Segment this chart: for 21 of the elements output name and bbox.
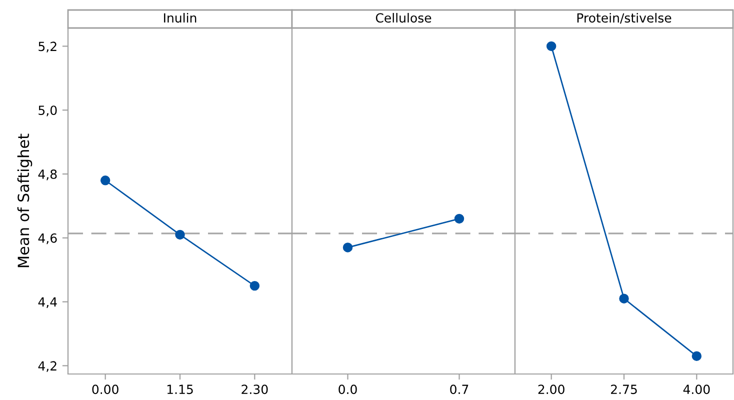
x-tick-label: 2.00 <box>538 384 564 394</box>
y-tick-label: 4,8 <box>38 169 57 180</box>
y-tick-label: 4,4 <box>38 297 57 308</box>
y-tick-label: 4,6 <box>38 233 57 244</box>
x-tick-label: 2.30 <box>242 384 268 394</box>
point <box>175 230 185 240</box>
chart-title: Protein/stivelse <box>577 12 672 24</box>
y-axis-title: Mean of Saftighet <box>17 134 32 268</box>
x-tick-label: 4.00 <box>683 384 710 394</box>
x-tick-label: 2.75 <box>611 384 637 394</box>
y-tick-label: 4,2 <box>38 361 56 372</box>
x-tick-label: 0.00 <box>92 384 118 394</box>
y-tick-label: 5,0 <box>38 106 57 116</box>
chart-title: Inulin <box>164 12 196 23</box>
point <box>100 176 110 186</box>
chart-title: Cellulose <box>376 12 432 23</box>
y-tick-label: 5,2 <box>38 42 56 52</box>
point <box>250 280 260 291</box>
x-tick-label: 1.15 <box>167 384 193 394</box>
x-tick-label: 0.7 <box>450 384 468 394</box>
x-tick-label: 0.0 <box>338 384 357 394</box>
